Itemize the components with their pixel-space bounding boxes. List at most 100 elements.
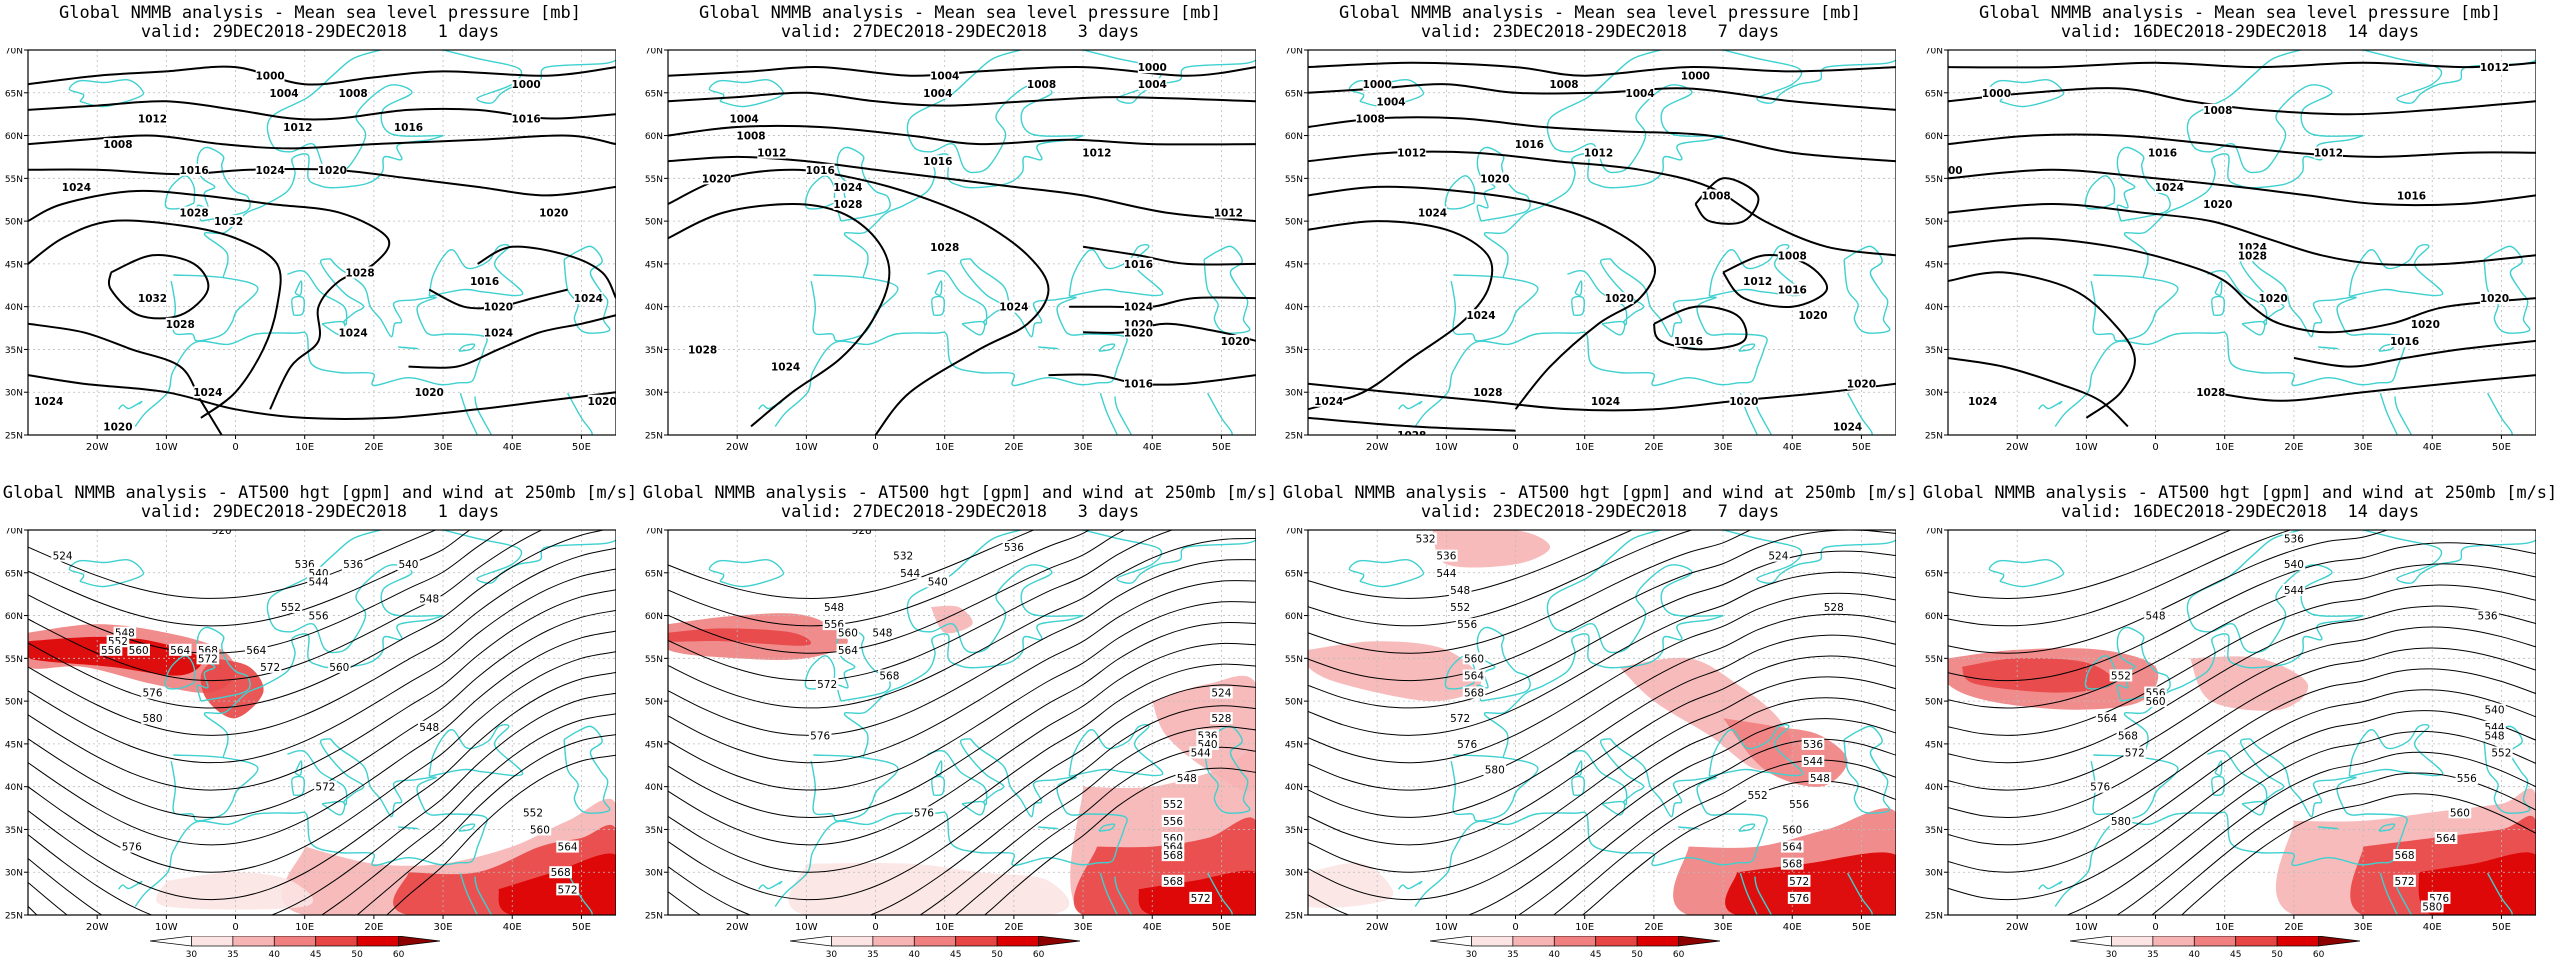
svg-text:564: 564 xyxy=(1464,670,1484,682)
isobar xyxy=(1308,220,1494,411)
contour-label: 564 xyxy=(836,643,860,657)
lon-tick-label: 20W xyxy=(2006,922,2029,933)
contour-label: 1020 xyxy=(2203,198,2232,211)
svg-text:1016: 1016 xyxy=(2397,190,2426,202)
lat-tick-label: 50N xyxy=(1925,218,1943,228)
svg-text:1016: 1016 xyxy=(511,113,540,125)
contour-label: 532 xyxy=(1414,532,1437,546)
contour-label: 560 xyxy=(836,626,860,640)
lon-tick-label: 20E xyxy=(1004,922,1023,933)
svg-text:1028: 1028 xyxy=(2238,250,2267,262)
coastline xyxy=(398,826,419,830)
svg-text:1020: 1020 xyxy=(702,173,731,185)
contour-label: 552 xyxy=(521,806,545,819)
contour-label: 572 xyxy=(815,678,839,691)
lon-tick-label: 30E xyxy=(434,442,453,453)
contour-label: 1016 xyxy=(1124,377,1153,391)
map-panel-4: Global NMMB analysis - Mean sea level pr… xyxy=(1920,0,2560,480)
coastline xyxy=(1567,738,1645,806)
lat-tick-label: 70N xyxy=(1285,48,1303,57)
svg-text:548: 548 xyxy=(872,628,892,640)
lon-tick-label: 20E xyxy=(364,922,383,933)
coastline xyxy=(934,280,943,297)
height-contour xyxy=(1308,571,1896,736)
height-contour xyxy=(1308,530,1634,599)
lat-tick-label: 45N xyxy=(5,740,23,750)
coastline xyxy=(1398,400,1423,410)
lat-tick-label: 35N xyxy=(1925,346,1943,356)
coastline xyxy=(931,295,945,317)
coastline xyxy=(2214,760,2223,777)
svg-text:1008: 1008 xyxy=(103,139,132,151)
contour-label: 1024 xyxy=(1418,206,1447,220)
contour-label: 568 xyxy=(2393,849,2416,862)
svg-text:544: 544 xyxy=(1436,568,1456,580)
svg-text:552: 552 xyxy=(1748,790,1768,802)
lon-tick-label: 20W xyxy=(1366,922,1389,933)
svg-text:1028: 1028 xyxy=(1397,430,1426,442)
contour-label: 568 xyxy=(878,669,901,682)
contour-label: 1016 xyxy=(511,112,541,125)
height-contour xyxy=(1948,605,2536,764)
contour-label: 564 xyxy=(168,643,192,657)
contour-label: 568 xyxy=(1462,686,1486,700)
contour-label: 1012 xyxy=(138,112,167,125)
contour-label: 1024 xyxy=(484,326,513,339)
lon-tick-label: 30E xyxy=(1074,922,1093,933)
svg-text:560: 560 xyxy=(329,662,349,674)
coastline xyxy=(1483,134,1724,278)
contour-label: 568 xyxy=(1780,857,1804,871)
contour-label: 580 xyxy=(141,712,164,725)
height-contour xyxy=(28,672,616,901)
contour-label: 1012 xyxy=(1082,146,1112,160)
contour-label: 556 xyxy=(1455,618,1479,631)
lon-tick-label: 40E xyxy=(2423,442,2442,453)
map-plot: 1008 1004 1012 1004 1004 1008 1000 1004 1020 1016… xyxy=(645,48,1256,453)
contour-label: 548 xyxy=(1448,583,1472,597)
lat-tick-label: 50N xyxy=(645,698,663,708)
map-panel-7: Global NMMB analysis - AT500 hgt [gpm] a… xyxy=(1280,480,1920,960)
colorbar-tick-label: 35 xyxy=(1507,950,1518,958)
contour-label: 1008 xyxy=(103,138,133,151)
map-plot: 528 532 544 540 536 548 556 560 548 564 568 572 576 5… xyxy=(645,528,1256,933)
svg-text:560: 560 xyxy=(1782,824,1802,836)
lon-tick-label: 10W xyxy=(1435,442,1458,453)
height-contour xyxy=(28,734,616,915)
lat-tick-label: 45N xyxy=(1285,260,1303,270)
contour-label: 568 xyxy=(1161,874,1185,888)
lat-tick-label: 35N xyxy=(645,826,663,836)
contour-label: 540 xyxy=(397,558,420,571)
svg-text:1012: 1012 xyxy=(1214,208,1243,220)
svg-text:1024: 1024 xyxy=(1466,310,1495,322)
svg-text:1016: 1016 xyxy=(2390,336,2419,348)
coastline xyxy=(2123,614,2364,758)
contour-label: 1024 xyxy=(833,180,862,194)
wind-speed-shading xyxy=(1308,641,1481,702)
contour-label: 1020 xyxy=(1798,309,1828,322)
lat-tick-label: 35N xyxy=(1925,826,1943,836)
height-contour xyxy=(668,580,1256,764)
svg-text:548: 548 xyxy=(1810,773,1830,785)
svg-text:536: 536 xyxy=(2478,611,2498,623)
contour-label: 1000 xyxy=(511,78,541,91)
contour-label: 1008 xyxy=(736,129,766,143)
coastline xyxy=(2318,346,2339,350)
height-contour xyxy=(28,713,616,915)
contour-label: 1004 xyxy=(930,69,959,83)
height-contour xyxy=(1308,592,1896,764)
contour-label: 1024 xyxy=(256,163,285,177)
lat-tick-label: 70N xyxy=(1285,528,1303,537)
lat-tick-label: 60N xyxy=(645,612,663,622)
svg-text:536: 536 xyxy=(1803,739,1823,751)
lat-tick-label: 35N xyxy=(1285,346,1303,356)
lat-tick-label: 60N xyxy=(1925,612,1943,622)
svg-text:1032: 1032 xyxy=(138,293,167,305)
svg-text:1012: 1012 xyxy=(1743,276,1772,288)
colorbar-tick-label: 35 xyxy=(227,950,238,958)
lat-tick-label: 65N xyxy=(1925,569,1943,579)
lat-tick-label: 40N xyxy=(645,783,663,793)
colorbar-tick-label: 40 xyxy=(1549,950,1561,958)
contour-label: 548 xyxy=(871,626,894,640)
contour-label: 576 xyxy=(1455,737,1479,751)
height-contour xyxy=(668,642,1256,846)
